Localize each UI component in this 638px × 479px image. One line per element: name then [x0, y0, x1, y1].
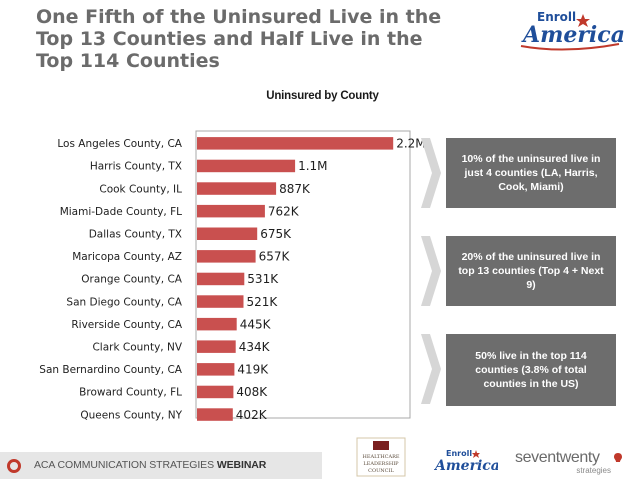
category-label: Queens County, NY [80, 409, 182, 421]
strategies-wordmark: strategies [576, 466, 611, 475]
slide-title: One Fifth of the Uninsured Live in the T… [36, 6, 442, 72]
footer-text-plain: ACA COMMUNICATION STRATEGIES [34, 459, 217, 471]
category-label: Orange County, CA [81, 274, 183, 286]
value-label: 675K [260, 227, 292, 241]
star-icon [576, 14, 590, 27]
category-label: Clark County, NV [92, 342, 182, 354]
bar [197, 227, 258, 240]
bar [197, 272, 245, 286]
bar [197, 250, 256, 263]
hlc-line3: COUNCIL [368, 468, 394, 474]
building-icon [373, 441, 389, 450]
category-label: San Bernardino County, CA [39, 364, 183, 376]
ring-icon [7, 459, 21, 473]
seventwenty-wordmark: seventwenty [515, 449, 600, 466]
category-label: Riverside County, CA [71, 319, 182, 331]
value-label: 657K [259, 250, 291, 264]
logo-text-enroll: Enroll [537, 10, 576, 24]
enroll-america-logo-small: Enroll America [433, 449, 498, 474]
lightbulb-icon [614, 453, 622, 462]
category-label: Maricopa County, AZ [72, 251, 182, 263]
star-icon [472, 450, 480, 458]
category-label: Dallas County, TX [89, 229, 182, 241]
chevron-arrow-icon [421, 236, 441, 306]
value-label: 402K [236, 408, 268, 422]
category-label: Los Angeles County, CA [57, 138, 182, 150]
bar [197, 182, 277, 195]
chevron-arrow-icon [421, 138, 441, 208]
value-label: 408K [236, 385, 268, 399]
value-label: 521K [247, 295, 279, 309]
bar [197, 385, 234, 399]
hlc-line1: HEALTHCARE [362, 454, 399, 460]
swoosh-icon [520, 43, 620, 51]
value-label: 445K [240, 317, 272, 331]
bar [197, 340, 236, 353]
bar [197, 408, 233, 421]
logo-small-america: America [433, 458, 498, 474]
value-label: 419K [237, 363, 269, 377]
value-label: 1.1M [298, 159, 327, 173]
category-label: San Diego County, CA [66, 296, 182, 308]
logo-text-america: America [521, 22, 625, 48]
bar [197, 363, 235, 376]
callout-top-114-counties: 50% live in the top 114 counties (3.8% o… [446, 334, 616, 406]
hlc-line2: LEADERSHIP [363, 461, 399, 467]
logo-small-enroll: Enroll [446, 449, 472, 458]
value-label: 434K [239, 340, 271, 354]
category-label: Cook County, IL [99, 183, 182, 195]
value-label: 762K [268, 204, 300, 218]
category-label: Harris County, TX [90, 161, 182, 173]
bar [197, 159, 296, 173]
footer-text-bold: WEBINAR [216, 459, 267, 471]
bar [197, 204, 265, 218]
bar [197, 295, 244, 308]
category-label: Miami-Dade County, FL [60, 206, 182, 218]
footer-bar: ACA COMMUNICATION STRATEGIES WEBINAR [0, 452, 322, 479]
callout-top-4-counties: 10% of the uninsured live in just 4 coun… [446, 138, 616, 208]
value-label: 2.2M [396, 137, 425, 151]
chevron-arrow-icon [421, 334, 441, 404]
seventwenty-strategies-logo: seventwenty strategies [515, 449, 623, 477]
callout-top-13-counties: 20% of the uninsured live in top 13 coun… [446, 236, 616, 306]
bar [197, 317, 237, 331]
value-label: 531K [247, 272, 279, 286]
footer-webinar-label: ACA COMMUNICATION STRATEGIES WEBINAR [34, 459, 266, 471]
chart-title: Uninsured by County [266, 90, 379, 102]
value-label: 887K [279, 182, 311, 196]
category-label: Broward County, FL [79, 387, 182, 399]
enroll-america-logo: Enroll America [520, 10, 625, 51]
healthcare-leadership-council-logo: HEALTHCARE LEADERSHIP COUNCIL [356, 437, 406, 477]
bar [197, 137, 394, 150]
